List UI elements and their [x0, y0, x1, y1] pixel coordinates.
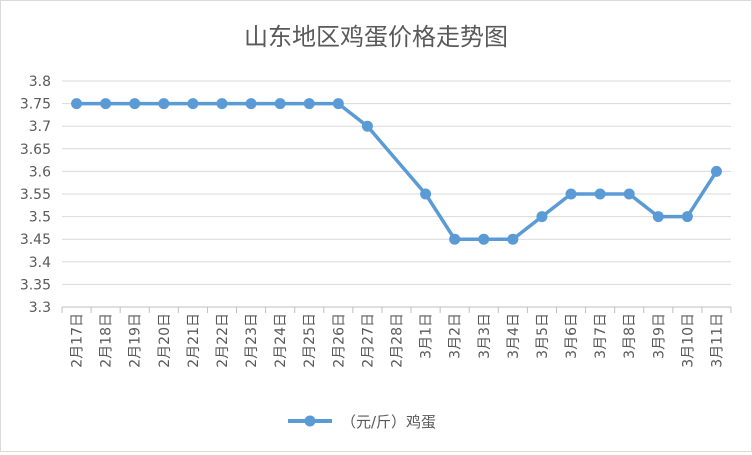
data-point[interactable] [332, 98, 344, 110]
data-point[interactable] [274, 98, 286, 110]
x-tick-label: 3月6日 [564, 313, 580, 359]
y-tick-label: 3.35 [20, 277, 51, 293]
data-point[interactable] [245, 98, 257, 110]
legend-label: （元/斤）鸡蛋 [341, 413, 436, 431]
x-tick-label: 3月11日 [709, 313, 725, 368]
x-tick-label: 3月1日 [419, 313, 435, 359]
y-axis-ticks: 3.3 3.35 3.4 3.45 3.5 3.55 3.6 3.65 3.7 3.75 3.8 [20, 74, 51, 316]
data-point[interactable] [100, 98, 112, 110]
x-tick-label: 2月17日 [70, 313, 86, 368]
series-line [76, 101, 718, 241]
x-tick-label: 2月21日 [186, 313, 202, 368]
x-tick-label: 2月28日 [390, 313, 406, 368]
y-tick-label: 3.45 [20, 232, 51, 248]
x-tick-label: 3月4日 [506, 313, 522, 359]
data-point[interactable] [507, 233, 519, 245]
data-point[interactable] [420, 188, 432, 200]
x-tick-label: 2月22日 [215, 313, 231, 368]
x-tick-label: 2月26日 [331, 313, 347, 368]
x-tick-label: 2月18日 [99, 313, 115, 368]
data-point[interactable] [681, 211, 693, 223]
data-point[interactable] [536, 211, 548, 223]
data-point[interactable] [303, 98, 315, 110]
series-layer [71, 98, 722, 245]
data-point[interactable] [623, 188, 635, 200]
x-tick-label: 3月2日 [448, 313, 464, 359]
data-point[interactable] [158, 98, 170, 110]
x-tick-label: 2月20日 [157, 313, 173, 368]
x-tick-label: 2月24日 [273, 313, 289, 368]
y-tick-label: 3.7 [29, 119, 51, 135]
data-point[interactable] [478, 233, 490, 245]
chart-title: 山东地区鸡蛋价格走势图 [244, 23, 508, 51]
data-point[interactable] [565, 188, 577, 200]
data-point[interactable] [594, 188, 606, 200]
legend-marker-icon [304, 415, 316, 427]
data-point[interactable] [449, 233, 461, 245]
x-tick-label: 2月19日 [128, 313, 144, 368]
y-tick-label: 3.3 [29, 300, 51, 316]
x-tick-label: 3月10日 [680, 313, 696, 368]
data-point[interactable] [216, 98, 228, 110]
y-tick-label: 3.75 [20, 97, 51, 113]
y-tick-label: 3.4 [29, 255, 51, 271]
x-tick-label: 2月25日 [302, 313, 318, 368]
x-tick-label: 2月23日 [244, 313, 260, 368]
data-point[interactable] [652, 211, 664, 223]
y-tick-label: 3.65 [20, 142, 51, 158]
y-tick-label: 3.5 [29, 210, 51, 226]
x-axis-ticks: 2月17日 2月18日 2月19日 2月20日 2月21日 2月22日 2月23日 2月24日… [61, 307, 732, 368]
x-tick-label: 2月27日 [360, 313, 376, 368]
data-point[interactable] [187, 98, 199, 110]
y-tick-label: 3.6 [29, 164, 51, 180]
x-tick-label: 3月7日 [593, 313, 609, 359]
x-tick-label: 3月3日 [477, 313, 493, 359]
legend[interactable]: （元/斤）鸡蛋 [288, 413, 436, 431]
x-tick-label: 3月9日 [651, 313, 667, 359]
x-tick-label: 3月8日 [622, 313, 638, 359]
data-point[interactable] [71, 98, 83, 110]
data-point[interactable] [710, 165, 722, 177]
x-tick-label: 3月5日 [535, 313, 551, 359]
y-tick-label: 3.8 [29, 74, 51, 90]
data-point[interactable] [129, 98, 141, 110]
gridlines [62, 80, 731, 308]
y-tick-label: 3.55 [20, 187, 51, 203]
data-point[interactable] [361, 120, 373, 132]
